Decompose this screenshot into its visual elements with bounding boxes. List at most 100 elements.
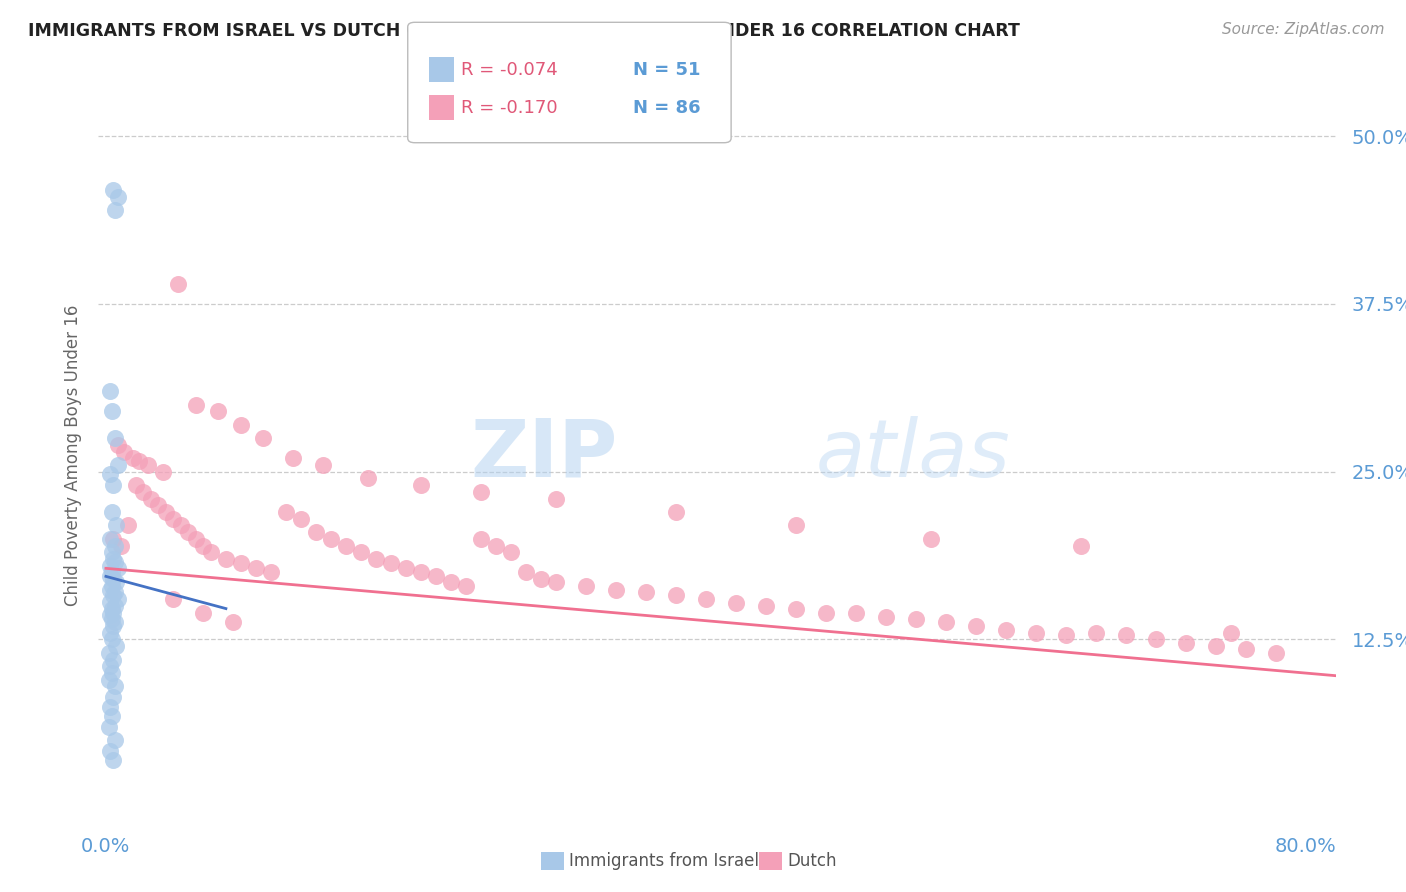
Point (103, 588, 125, 602)
Point (312, 458, 335, 472)
Point (104, 733, 127, 747)
Point (101, 665, 124, 680)
Point (229, 556, 252, 570)
Point (152, 465, 174, 479)
Point (103, 183, 125, 197)
Point (103, 619, 125, 633)
Point (97, 646, 120, 660)
Text: N = 86: N = 86 (633, 99, 700, 117)
Point (103, 652, 125, 666)
Point (425, 569, 447, 583)
Point (904, 612, 927, 626)
Point (530, 572, 553, 586)
Point (605, 582, 627, 597)
Point (105, 639, 128, 653)
Point (103, 552, 125, 566)
Text: Source: ZipAtlas.com: Source: ZipAtlas.com (1222, 22, 1385, 37)
Point (101, 601, 124, 615)
Text: Dutch: Dutch (787, 852, 837, 870)
Point (845, 606, 868, 620)
Point (103, 532, 125, 546)
Point (104, 585, 127, 599)
Point (319, 532, 342, 546)
Point (101, 632, 124, 647)
Point (101, 404, 124, 418)
Point (193, 539, 215, 553)
Point (440, 574, 463, 589)
Point (101, 545, 124, 559)
Point (1084, 625, 1107, 640)
Text: Immigrants from Israel: Immigrants from Israel (569, 852, 759, 870)
Point (104, 202, 127, 217)
Point (101, 579, 124, 593)
Point (305, 525, 328, 540)
Point (470, 532, 492, 546)
Point (132, 484, 155, 499)
Point (104, 431, 127, 445)
Point (100, 532, 122, 546)
Point (454, 579, 477, 593)
Point (103, 753, 125, 767)
Point (695, 592, 717, 607)
Point (100, 744, 122, 758)
Point (100, 384, 122, 399)
Point (107, 458, 129, 472)
Point (193, 606, 215, 620)
Point (350, 545, 373, 559)
Y-axis label: Child Poverty Among Boys Under 16: Child Poverty Among Boys Under 16 (63, 304, 82, 606)
Point (409, 478, 432, 492)
Point (100, 625, 122, 640)
Point (148, 498, 170, 512)
Point (100, 467, 122, 482)
Point (965, 619, 987, 633)
Point (177, 525, 200, 540)
Point (245, 561, 267, 575)
Point (207, 404, 229, 418)
Point (104, 539, 127, 553)
Point (100, 608, 122, 623)
Point (103, 690, 125, 705)
Point (357, 471, 380, 485)
Point (125, 478, 148, 492)
Point (167, 277, 190, 291)
Point (260, 566, 283, 580)
Point (380, 556, 402, 570)
Point (100, 569, 122, 583)
Point (200, 545, 222, 559)
Point (935, 615, 957, 629)
Text: N = 51: N = 51 (633, 61, 700, 78)
Point (229, 417, 252, 432)
Point (155, 505, 177, 519)
Point (1174, 636, 1197, 650)
Point (290, 511, 312, 525)
Point (575, 579, 598, 593)
Point (184, 532, 207, 546)
Point (1054, 628, 1077, 642)
Point (470, 484, 492, 499)
Point (785, 601, 807, 615)
Point (101, 612, 124, 626)
Point (184, 398, 207, 412)
Point (364, 552, 387, 566)
Point (105, 518, 128, 533)
Point (107, 592, 129, 607)
Text: atlas: atlas (815, 416, 1011, 494)
Point (110, 539, 132, 553)
Point (139, 491, 162, 506)
Point (97, 673, 120, 687)
Point (103, 572, 125, 586)
Point (665, 588, 688, 602)
Point (222, 615, 245, 629)
Point (724, 596, 747, 610)
Point (485, 539, 508, 553)
Point (162, 592, 184, 607)
Point (499, 545, 522, 559)
Point (665, 505, 688, 519)
Point (104, 555, 127, 569)
Point (252, 431, 274, 445)
Point (101, 505, 124, 519)
Point (101, 566, 124, 580)
Point (215, 552, 238, 566)
Point (1144, 632, 1167, 647)
Point (994, 623, 1017, 637)
